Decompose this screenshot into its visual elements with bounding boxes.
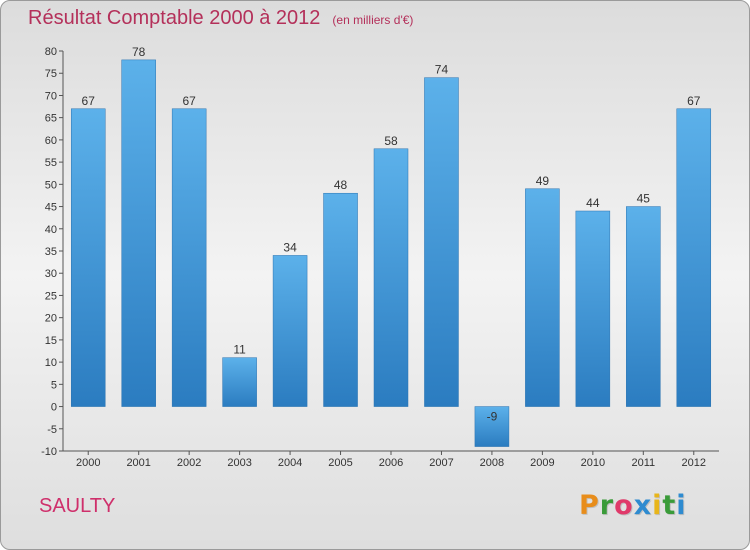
bar-2006: [373, 148, 409, 407]
y-tick-label: 60: [45, 135, 57, 147]
x-tick-label: 2003: [227, 457, 251, 469]
y-tick-label: 0: [51, 402, 57, 414]
bar-2012: [676, 108, 712, 407]
x-tick-label: 2012: [682, 457, 706, 469]
y-tick-label: 5: [51, 379, 57, 391]
logo-letter: r: [599, 490, 615, 521]
x-tick-label: 2008: [480, 457, 504, 469]
y-tick-label: 70: [45, 90, 57, 102]
title-text: Résultat Comptable 2000 à 2012: [28, 7, 321, 29]
logo-letter: x: [633, 490, 653, 521]
y-tick-label: 30: [45, 268, 57, 280]
x-tick-label: 2006: [379, 457, 403, 469]
bar-2001: [121, 59, 156, 407]
bar-2007: [424, 77, 459, 407]
x-tick-label: 2000: [76, 457, 100, 469]
bar-2010: [575, 210, 611, 407]
logo-letter: t: [662, 490, 677, 521]
unit-label: (en milliers d'€): [332, 13, 414, 27]
data-labels-group: 67 78 67 11 34 48 58 74 -9 49 44 45 67: [82, 45, 701, 424]
x-tick-label: 2007: [429, 457, 453, 469]
value-label-2007: 74: [435, 63, 449, 77]
value-label-2002: 67: [182, 94, 196, 108]
bar-2002: [171, 108, 207, 407]
y-tick-label: 15: [45, 335, 57, 347]
bar-2009: [525, 188, 560, 407]
y-tick-label: 10: [45, 357, 57, 369]
value-label-2005: 48: [334, 178, 348, 192]
value-label-2003: 11: [233, 343, 246, 357]
bar-2005: [323, 192, 358, 407]
y-tick-label: 75: [45, 68, 57, 80]
y-tick-label: 80: [45, 46, 57, 58]
x-tick-label: 2009: [530, 457, 554, 469]
logo-letter: o: [614, 490, 634, 521]
y-tick-label: 65: [45, 113, 57, 125]
y-tick-label: 25: [45, 290, 57, 302]
proxiti-logo: Proxiti: [579, 490, 687, 521]
axes: -10 -5 0 5 10 15 20 25 30 35 40 45 50 55 60 65 70 75 80 200…: [41, 46, 719, 469]
x-tick-label: 2005: [328, 457, 352, 469]
bar-2003: [222, 357, 257, 407]
logo-letter: P: [579, 490, 600, 521]
x-tick-label: 2004: [278, 457, 302, 469]
bar-2004: [272, 255, 308, 407]
logo-letter: i: [652, 490, 663, 521]
value-label-2009: 49: [536, 174, 550, 188]
value-label-2011: 45: [637, 192, 651, 206]
y-tick-label: -5: [47, 424, 57, 436]
x-tick-label: 2010: [581, 457, 605, 469]
value-label-2010: 44: [586, 196, 600, 210]
value-label-2001: 78: [132, 45, 146, 59]
y-tick-label: 40: [45, 224, 57, 236]
y-tick-label: 55: [45, 157, 57, 169]
bars-group: [70, 59, 712, 447]
chart-title: Résultat Comptable 2000 à 2012 (en millie…: [28, 7, 413, 30]
bar-2000: [70, 108, 106, 407]
x-tick-label: 2011: [631, 457, 655, 469]
y-tick-label: 35: [45, 246, 57, 258]
y-tick-label: 20: [45, 313, 57, 325]
logo-letter: i: [676, 490, 687, 521]
value-label-2008: -9: [487, 410, 498, 424]
y-tick-label: 45: [45, 202, 57, 214]
bar-2008: [474, 406, 510, 447]
value-label-2000: 67: [82, 94, 96, 108]
value-label-2006: 58: [384, 134, 398, 148]
y-tick-label: 50: [45, 179, 57, 191]
y-tick-label: -10: [41, 446, 57, 458]
value-label-2004: 34: [283, 240, 297, 254]
commune-name: SAULTY: [39, 495, 116, 517]
x-tick-label: 2002: [177, 457, 201, 469]
value-label-2012: 67: [687, 94, 701, 108]
x-tick-label: 2001: [126, 457, 150, 469]
bar-2011: [626, 206, 661, 407]
